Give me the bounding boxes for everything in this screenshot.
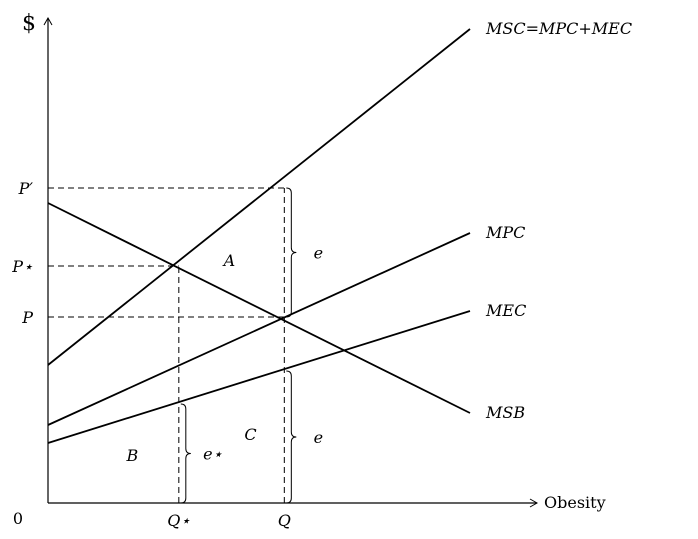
region-label-a: A [222, 251, 236, 270]
series-label-mpc: MPC [485, 223, 525, 242]
brace-label-2: e⋆ [203, 445, 222, 464]
region-label-c: C [244, 425, 256, 444]
x-tick-label-1: Q [278, 511, 291, 530]
series-line-msb [47, 202, 471, 414]
series-label-msb: MSB [485, 403, 525, 422]
brace-0 [286, 187, 297, 318]
x-axis-label: Obesity [544, 493, 606, 512]
brace-label-1: e [314, 428, 323, 447]
braces: e e e⋆ [180, 187, 323, 504]
y-tick-label-2: P [21, 308, 33, 327]
brace-2 [180, 403, 191, 504]
y-tick-label-0: P′ [18, 179, 34, 198]
series-label-msc-mpc-mec: MSC=MPC+MEC [485, 19, 632, 38]
series-label-mec: MEC [485, 301, 526, 320]
tick-labels: P′ P⋆ P Q⋆ Q [11, 179, 291, 530]
y-axis-label: $ [22, 11, 36, 36]
series-line-mpc [47, 232, 471, 426]
reference-lines [48, 187, 285, 503]
series-line-mec [47, 310, 471, 444]
series-labels: MSC=MPC+MEC MPC MEC MSB [485, 19, 632, 422]
series-lines [47, 28, 471, 444]
region-labels: A B C [126, 251, 257, 465]
x-tick-label-0: Q⋆ [167, 511, 190, 530]
region-label-b: B [126, 446, 139, 465]
y-tick-label-1: P⋆ [11, 257, 33, 276]
brace-1 [286, 370, 297, 504]
brace-label-0: e [314, 244, 323, 263]
series-line-msc-mpc-mec [47, 28, 471, 366]
origin-label: 0 [13, 509, 23, 528]
